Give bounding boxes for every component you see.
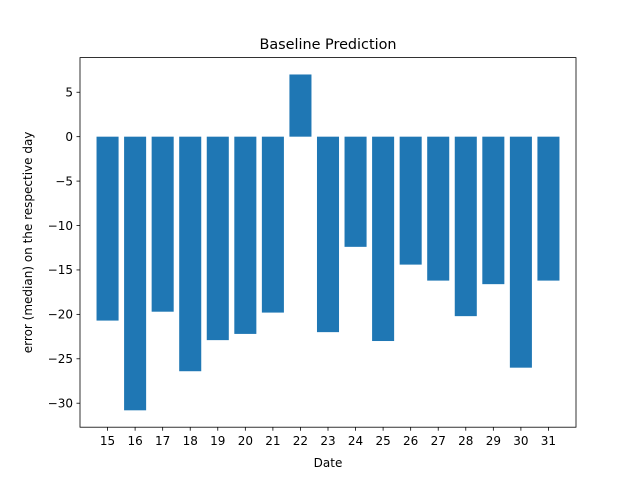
y-tick-label: −30 bbox=[48, 397, 73, 411]
bar-23 bbox=[316, 136, 340, 333]
x-tick-label: 29 bbox=[486, 434, 501, 448]
plot-frame bbox=[79, 57, 577, 428]
x-tick-label: 19 bbox=[210, 434, 225, 448]
bar-28 bbox=[454, 136, 477, 317]
bar-25 bbox=[372, 136, 395, 342]
x-tick-label: 21 bbox=[265, 434, 280, 448]
x-tick-label: 20 bbox=[238, 434, 253, 448]
x-tick-label: 15 bbox=[100, 434, 115, 448]
y-tick-label: −15 bbox=[48, 263, 73, 277]
bar-31 bbox=[537, 136, 560, 281]
y-tick-label: −10 bbox=[48, 219, 73, 233]
x-tick-label: 28 bbox=[458, 434, 473, 448]
y-tick-label: −25 bbox=[48, 352, 73, 366]
bar-22 bbox=[289, 74, 312, 137]
x-tick-label: 24 bbox=[348, 434, 363, 448]
x-tick-label: 30 bbox=[513, 434, 528, 448]
bar-20 bbox=[234, 136, 257, 334]
bar-29 bbox=[482, 136, 505, 285]
bars-group bbox=[96, 74, 560, 411]
y-axis-label: error (median) on the respective day bbox=[21, 132, 35, 354]
bar-26 bbox=[399, 136, 422, 265]
bar-16 bbox=[124, 136, 147, 411]
x-tick-label: 31 bbox=[541, 434, 556, 448]
x-tick-label: 22 bbox=[293, 434, 308, 448]
x-tick-label: 17 bbox=[155, 434, 170, 448]
x-tick-label: 23 bbox=[320, 434, 335, 448]
bar-19 bbox=[206, 136, 229, 341]
x-tick-label: 26 bbox=[403, 434, 418, 448]
bar-30 bbox=[509, 136, 532, 368]
y-tick-label: 5 bbox=[65, 86, 73, 100]
y-tick-label: 0 bbox=[65, 130, 73, 144]
y-tick-label: −20 bbox=[48, 308, 73, 322]
x-tick-label: 16 bbox=[127, 434, 142, 448]
x-tick-label: 27 bbox=[431, 434, 446, 448]
x-axis-ticks: 15 16 17 18 19 20 21 22 23 24 25 26 27 28 29 30 31 bbox=[100, 427, 556, 448]
bar-21 bbox=[261, 136, 284, 313]
y-axis-ticks: 5 0 −5 −10 −15 −20 −25 −30 bbox=[48, 86, 80, 411]
bar-18 bbox=[179, 136, 202, 372]
bar-17 bbox=[151, 136, 174, 312]
x-tick-label: 18 bbox=[183, 434, 198, 448]
y-tick-label: −5 bbox=[55, 174, 73, 188]
bar-24 bbox=[344, 136, 367, 247]
chart-title: Baseline Prediction bbox=[259, 37, 396, 53]
x-axis-label: Date bbox=[314, 456, 343, 470]
bar-15 bbox=[96, 136, 119, 321]
x-tick-label: 25 bbox=[375, 434, 390, 448]
bar-27 bbox=[427, 136, 450, 281]
